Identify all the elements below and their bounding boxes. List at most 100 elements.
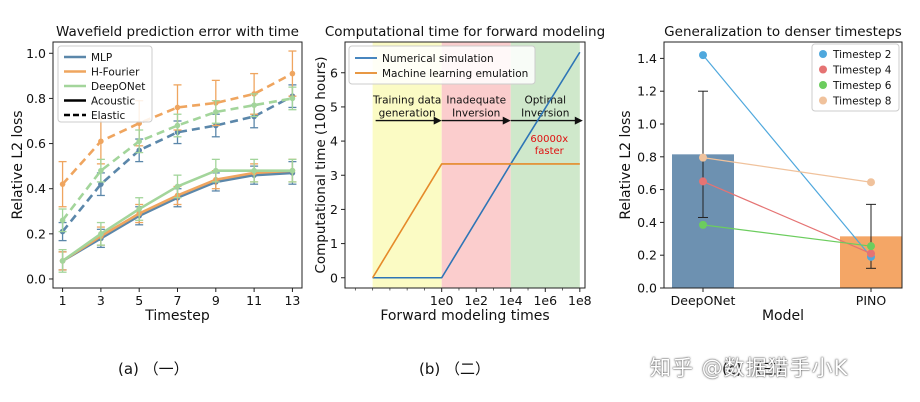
- chart-a-point: [174, 183, 181, 190]
- chart-c-xlabel: Model: [762, 308, 804, 324]
- chart-c-ytick-label: 0.2: [637, 248, 657, 263]
- chart-b-region-label: Inversion: [521, 108, 569, 120]
- chart-a-ytick-label: 0.6: [26, 136, 46, 151]
- chart-c-point: [699, 51, 707, 60]
- chart-a-legend-label: DeepONet: [91, 81, 145, 93]
- chart-b-legend-label: Machine learning emulation: [382, 68, 528, 80]
- chart-c-legend-label: Timestep 6: [832, 80, 892, 92]
- chart-b-ytick-label: 5: [330, 99, 338, 114]
- chart-a-point: [98, 138, 104, 145]
- chart-b-ytick-label: 1: [330, 236, 338, 251]
- chart-b-arrow-head: [433, 116, 442, 125]
- chart-b-arrow-head: [502, 116, 511, 125]
- chart-c-xtick-label: PINO: [856, 293, 887, 308]
- chart-c-connector: [702, 180, 872, 255]
- chart-c-point: [867, 178, 875, 187]
- chart-a-ytick-label: 0.4: [26, 181, 46, 196]
- chart-a-point: [98, 167, 104, 174]
- chart-b-ytick-label: 3: [330, 168, 338, 183]
- chart-a-ylabel: Relative L2 loss: [10, 110, 26, 219]
- chart-b-series-line: [371, 163, 580, 279]
- chart-b-region-label: Optimal: [525, 95, 567, 107]
- chart-b-ytick-label: 4: [330, 134, 338, 149]
- chart-a-legend-box: [57, 45, 153, 123]
- chart-c-point: [699, 177, 707, 186]
- chart-a-xtick-label: 3: [97, 293, 105, 308]
- chart-c-ytick-label: 1.2: [637, 84, 657, 99]
- chart-b-ylabel: Computational time (100 hours): [313, 56, 329, 273]
- chart-c-legend-marker: [819, 65, 827, 74]
- chart-b-annotation: faster: [535, 146, 565, 157]
- chart-c-legend-label: Timestep 8: [832, 96, 891, 108]
- chart-b-ytick-label: 0: [330, 270, 338, 285]
- chart-b-ytick-label: 2: [330, 202, 338, 217]
- chart-c-ytick-label: 0.6: [637, 182, 657, 197]
- chart-b-xtick-label: 1e4: [499, 293, 523, 308]
- chart-b-xtick-label: 1e6: [533, 293, 557, 308]
- chart-a-title: Wavefield prediction error with time: [56, 24, 299, 40]
- chart-b-region-label: generation: [379, 108, 436, 120]
- chart-c-connector: [702, 224, 872, 247]
- chart-c-point: [699, 220, 707, 229]
- chart-c-xtick-label: DeepONet: [671, 293, 736, 308]
- chart-a-point: [174, 104, 181, 111]
- chart-c-frame: [663, 41, 903, 289]
- chart-c-legend-label: Timestep 2: [832, 49, 891, 61]
- caption-b: (b) （二）: [419, 360, 490, 378]
- chart-c-connector: [702, 157, 872, 183]
- chart-a-xtick-label: 5: [135, 293, 143, 308]
- chart-c-legend-marker: [819, 81, 827, 89]
- chart-c-legend-marker: [819, 50, 827, 58]
- chart-b-legend-box: [348, 45, 536, 85]
- chart-a-point: [59, 217, 66, 224]
- chart-b-xtick-label: 1e2: [464, 293, 488, 308]
- chart-a-point: [174, 122, 181, 129]
- chart-a-point: [289, 95, 296, 102]
- chart-c-ytick-label: 1.0: [637, 117, 657, 132]
- chart-a-point: [136, 138, 142, 145]
- chart-b-title: Computational time for forward modeling: [325, 24, 605, 40]
- chart-c-ytick-label: 0.0: [637, 281, 657, 296]
- chart-a-legend-label: Acoustic: [91, 96, 135, 108]
- caption-a: (a) （一）: [118, 360, 189, 378]
- chart-a-point: [289, 167, 296, 174]
- chart-c-legend-marker: [819, 96, 827, 105]
- chart-a-point: [289, 70, 296, 77]
- chart-b-region-label: Training data: [372, 95, 441, 107]
- chart-a-point: [59, 258, 66, 264]
- chart-a-point: [98, 231, 104, 237]
- chart-c-title: Generalization to denser timesteps: [664, 24, 902, 40]
- chart-c-legend-label: Timestep 4: [832, 65, 892, 77]
- chart-c-point: [699, 153, 707, 162]
- chart-b-series-line: [372, 51, 581, 279]
- chart-c-connector: [702, 54, 872, 258]
- chart-a-ytick-label: 0.0: [26, 271, 46, 286]
- chart-b-region-label: Inversion: [452, 108, 500, 120]
- chart-a-legend-label: MLP: [91, 52, 112, 64]
- chart-c-point: [867, 249, 875, 258]
- chart-a-point: [98, 181, 104, 187]
- chart-b-region-label: Inadequate: [446, 95, 506, 107]
- chart-b-xlabel: Forward modeling times: [380, 308, 549, 324]
- chart-c-legend-box: [811, 43, 900, 112]
- chart-a-ytick-label: 1.0: [26, 46, 46, 61]
- chart-a-ytick-label: 0.8: [26, 91, 46, 106]
- chart-a-legend-label: H-Fourier: [91, 67, 140, 79]
- chart-a-point: [213, 109, 219, 115]
- chart-b-frame: [344, 41, 586, 289]
- chart-c-ytick-label: 0.8: [637, 149, 657, 164]
- chart-a-xtick-label: 13: [284, 293, 300, 308]
- chart-a-point: [251, 102, 257, 108]
- chart-a-legend-label: Elastic: [91, 110, 125, 122]
- chart-c-ylabel: Relative L2 loss: [618, 110, 634, 219]
- chart-b-xtick-label: 1e8: [568, 293, 592, 308]
- chart-c-point: [867, 242, 875, 251]
- chart-a-point: [213, 167, 219, 174]
- chart-a-ytick-label: 0.2: [26, 226, 46, 241]
- chart-b-annotation: 60000x: [530, 134, 568, 145]
- chart-b-ytick-label: 6: [330, 65, 338, 80]
- chart-a-point: [251, 167, 257, 174]
- caption-c: (c) （三）: [722, 360, 792, 378]
- chart-a-xtick-label: 1: [59, 293, 67, 308]
